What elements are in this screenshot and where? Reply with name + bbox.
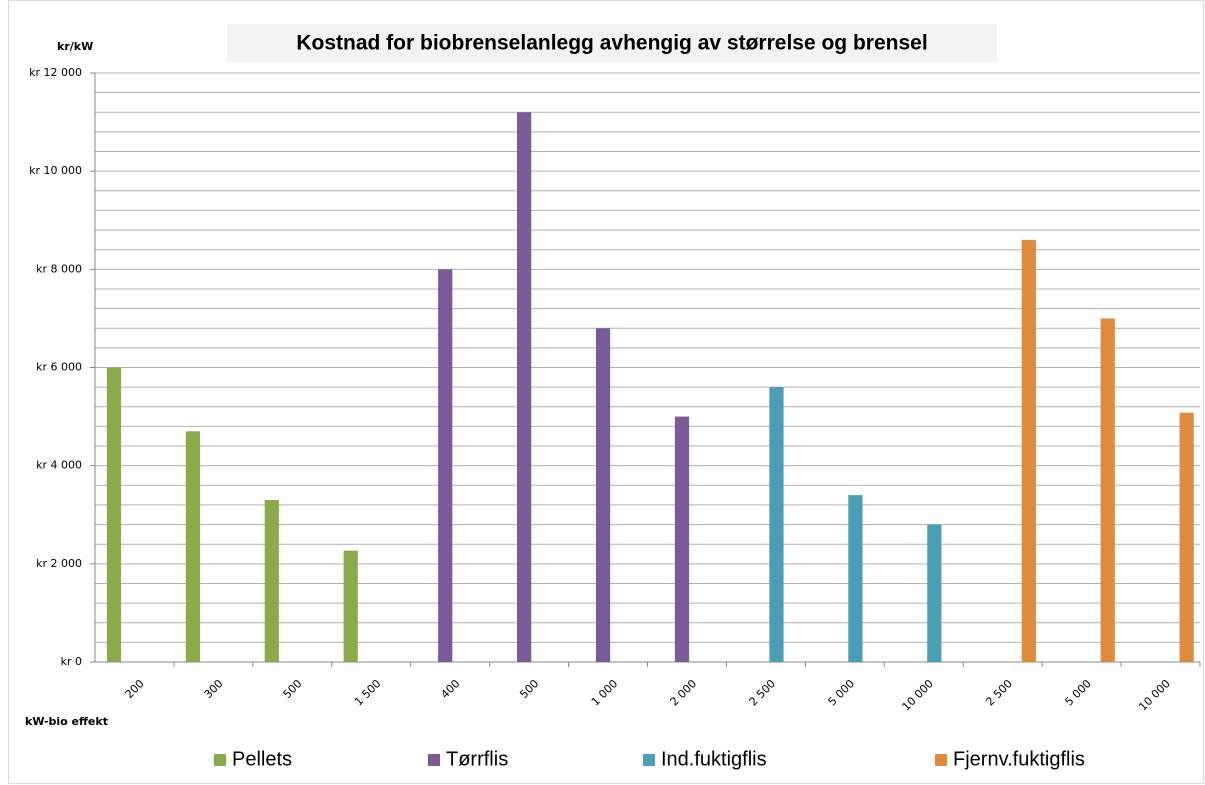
title-box: [227, 24, 997, 62]
y-tick-label: kr 10 000: [29, 164, 82, 177]
legend-swatch: [643, 754, 655, 766]
bar: [264, 500, 279, 662]
y-axis-label: kr/kW: [57, 40, 93, 53]
bar: [848, 495, 863, 662]
bar: [438, 269, 453, 662]
bar: [595, 328, 611, 662]
legend-label: Tørrflis: [446, 748, 508, 770]
y-tick-label: kr 2 000: [36, 557, 82, 570]
bar: [674, 416, 690, 662]
y-tick-label: kr 6 000: [36, 361, 82, 374]
legend-swatch: [214, 754, 226, 766]
bar: [517, 112, 532, 663]
legend-swatch: [428, 754, 440, 766]
bar: [106, 367, 122, 662]
y-tick-label: kr 0: [61, 655, 82, 668]
bar: [1179, 412, 1194, 662]
bar: [927, 524, 942, 662]
legend-label: Ind.fuktigflis: [661, 748, 767, 770]
legend-label: Fjernv.fuktigflis: [953, 748, 1085, 770]
y-tick-label: kr 8 000: [36, 262, 82, 275]
legend-swatch: [935, 754, 947, 766]
legend-label: Pellets: [232, 748, 292, 770]
bar: [769, 387, 784, 662]
y-tick-label: kr 12 000: [29, 66, 82, 79]
y-tick-label: kr 4 000: [36, 459, 82, 472]
x-axis-label: kW-bio effekt: [25, 715, 108, 728]
bar: [185, 431, 200, 662]
bar: [1021, 239, 1036, 662]
bar: [1100, 318, 1115, 662]
chart-title: Kostnad for biobrenselanlegg avhengig av…: [296, 32, 927, 55]
bar: [343, 550, 358, 662]
